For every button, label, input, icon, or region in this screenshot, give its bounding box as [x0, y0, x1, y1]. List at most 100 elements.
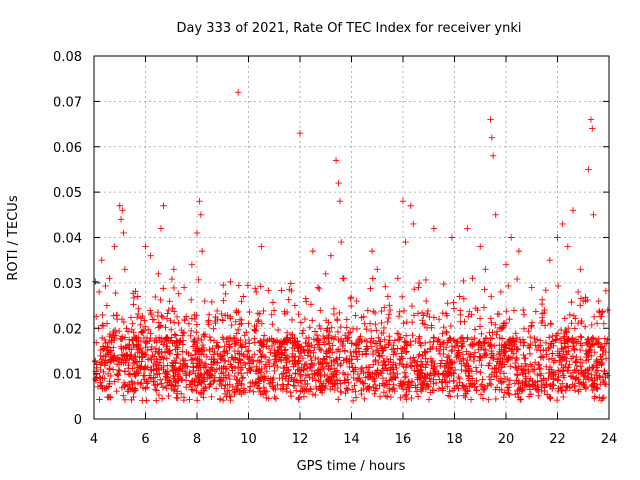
scatter-point	[430, 338, 437, 345]
scatter-point	[479, 395, 487, 402]
scatter-point	[270, 385, 277, 392]
scatter-point	[471, 383, 478, 391]
scatter-point	[382, 392, 390, 400]
scatter-point	[205, 311, 213, 318]
scatter-point	[424, 310, 431, 318]
scatter-point	[384, 318, 391, 326]
scatter-point	[539, 317, 546, 325]
scatter-point	[123, 325, 130, 332]
scatter-point	[288, 353, 296, 360]
scatter-point	[142, 339, 149, 346]
scatter-point	[360, 313, 367, 320]
scatter-point	[250, 388, 257, 395]
scatter-point	[162, 382, 170, 390]
scatter-point	[580, 369, 588, 376]
y-tick-label: 0.02	[53, 322, 82, 337]
scatter-point	[305, 348, 313, 356]
scatter-point	[240, 385, 248, 392]
scatter-point	[104, 344, 112, 351]
scatter-point	[234, 326, 242, 333]
scatter-point	[102, 339, 109, 347]
scatter-point	[476, 353, 483, 360]
scatter-point	[568, 335, 576, 343]
roti-point	[117, 216, 125, 223]
scatter-point	[107, 356, 114, 363]
scatter-point	[170, 375, 177, 383]
scatter-point	[563, 329, 570, 336]
scatter-point	[232, 318, 239, 325]
scatter-point	[132, 358, 139, 365]
roti-point	[121, 266, 129, 273]
scatter-point	[542, 381, 550, 388]
scatter-point	[300, 385, 308, 392]
scatter-point	[570, 312, 578, 320]
scatter-point	[174, 338, 181, 345]
scatter-point	[557, 326, 565, 334]
scatter-point	[559, 356, 567, 363]
scatter-point	[206, 383, 213, 391]
scatter-point	[481, 383, 489, 391]
scatter-point	[231, 356, 239, 363]
scatter-point	[563, 357, 570, 365]
x-tick-label: 10	[240, 432, 257, 447]
roti-point	[335, 179, 342, 187]
scatter-point	[442, 379, 450, 386]
scatter-point	[280, 382, 287, 390]
scatter-point	[545, 355, 553, 363]
scatter-point	[153, 397, 160, 404]
scatter-point	[556, 335, 564, 342]
scatter-point	[540, 375, 547, 382]
scatter-point	[381, 344, 388, 351]
scatter-point	[482, 351, 490, 359]
scatter-point	[341, 347, 348, 355]
scatter-point	[387, 370, 394, 378]
scatter-point	[520, 339, 527, 346]
scatter-point	[376, 353, 383, 360]
roti-point	[314, 284, 322, 291]
scatter-point	[317, 359, 324, 366]
scatter-point	[366, 320, 374, 327]
scatter-point	[171, 331, 179, 338]
scatter-point	[557, 387, 565, 394]
y-axis-label: ROTI / TECUs	[6, 195, 21, 280]
scatter-point	[402, 364, 410, 371]
roti-point	[157, 225, 165, 232]
scatter-point	[504, 356, 511, 364]
scatter-point	[527, 323, 535, 330]
scatter-point	[307, 301, 315, 308]
scatter-point	[218, 356, 225, 363]
scatter-point	[387, 393, 395, 401]
scatter-point	[594, 358, 601, 365]
scatter-point	[311, 344, 318, 351]
scatter-point	[594, 367, 602, 374]
scatter-point	[540, 309, 548, 317]
scatter-point	[467, 380, 474, 387]
scatter-point	[141, 365, 148, 372]
scatter-point	[582, 357, 590, 364]
scatter-point	[465, 313, 472, 320]
scatter-point	[408, 363, 415, 370]
scatter-point	[96, 373, 103, 381]
scatter-point	[165, 348, 173, 356]
scatter-point	[573, 358, 581, 366]
scatter-point	[351, 364, 359, 371]
scatter-point	[571, 325, 579, 332]
scatter-point	[601, 380, 609, 388]
scatter-point	[414, 393, 422, 400]
scatter-point	[419, 351, 426, 359]
scatter-point	[208, 393, 215, 401]
scatter-point	[582, 294, 589, 301]
scatter-point	[578, 334, 585, 341]
scatter-point	[288, 316, 296, 324]
scatter-point	[503, 308, 510, 315]
scatter-point	[312, 354, 319, 362]
scatter-point	[322, 317, 330, 324]
scatter-point	[520, 306, 527, 314]
scatter-point	[504, 387, 512, 394]
scatter-point	[424, 307, 432, 315]
scatter-point	[411, 286, 418, 293]
scatter-point	[246, 387, 253, 394]
scatter-point	[113, 312, 120, 319]
scatter-point	[573, 374, 580, 381]
scatter-point	[563, 382, 570, 390]
